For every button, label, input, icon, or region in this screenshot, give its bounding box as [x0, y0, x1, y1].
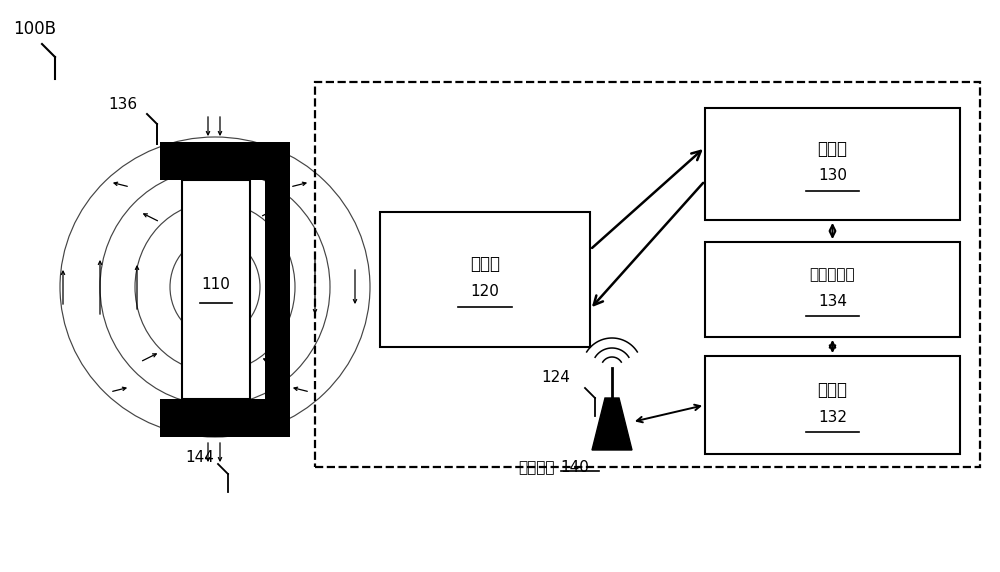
Text: 130: 130 — [818, 169, 847, 184]
Text: 134: 134 — [818, 294, 847, 309]
Text: 磁力计: 磁力计 — [470, 256, 500, 273]
Text: 移动装置: 移动装置 — [518, 460, 555, 475]
Text: 通信块: 通信块 — [817, 381, 847, 399]
Text: 数据储存体: 数据储存体 — [810, 267, 855, 282]
Text: 144: 144 — [185, 450, 214, 465]
Polygon shape — [592, 398, 632, 450]
Text: 124: 124 — [541, 371, 570, 386]
Bar — [182, 180, 250, 399]
Text: 100B: 100B — [13, 20, 56, 38]
Text: 140: 140 — [560, 460, 589, 475]
Bar — [315, 82, 980, 467]
Text: 136: 136 — [108, 97, 137, 112]
Bar — [265, 142, 290, 437]
Bar — [705, 242, 960, 337]
Text: 120: 120 — [471, 284, 499, 299]
Bar — [160, 142, 290, 180]
Bar — [160, 399, 290, 437]
Bar — [705, 356, 960, 454]
Bar — [380, 212, 590, 347]
Text: 132: 132 — [818, 410, 847, 424]
Bar — [705, 108, 960, 220]
Text: 处理器: 处理器 — [817, 140, 847, 158]
Text: 110: 110 — [202, 277, 230, 292]
